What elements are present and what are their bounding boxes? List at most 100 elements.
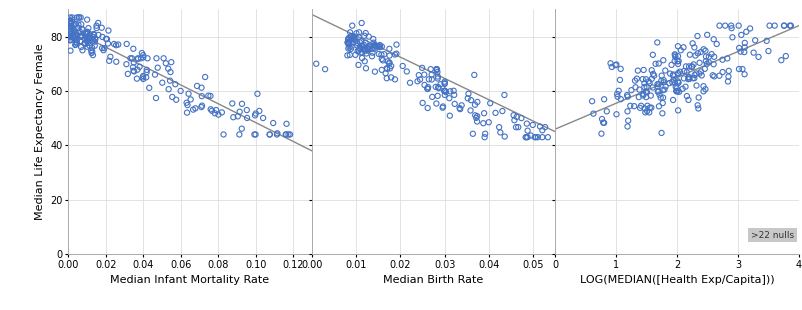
Point [710,42,723,46]
Point [148,72,161,77]
Point [390,51,403,56]
Point [71,15,83,20]
Point [431,74,444,79]
Point [751,55,764,60]
Point [342,42,354,47]
Point [642,110,654,115]
Y-axis label: Median Life Expectancy Female: Median Life Expectancy Female [34,43,45,220]
Point [747,50,759,55]
Point [657,78,670,83]
Point [132,56,144,61]
Point [64,32,77,37]
Point [712,73,725,78]
Point [698,87,711,92]
Point [447,88,460,93]
Point [365,54,378,59]
Point [63,35,76,40]
Point [353,40,366,45]
Point [438,88,451,93]
Point [64,48,77,53]
Point [425,77,438,82]
Point [655,111,668,116]
Point [69,22,82,27]
Point [136,55,149,60]
Point [209,111,221,116]
Point [352,48,365,53]
Point [368,46,381,51]
Point [784,23,796,28]
Point [187,107,200,112]
Point [249,132,261,137]
Point [101,41,114,46]
Point [371,44,383,49]
Point [538,125,551,130]
Point [468,113,481,118]
Point [461,96,474,101]
Point [379,71,391,76]
Point [610,94,623,99]
Point [642,105,655,110]
Point [362,34,375,39]
Point [478,131,491,136]
Point [86,45,99,50]
Point [346,34,359,39]
Point [184,97,196,102]
Point [212,112,225,117]
Point [610,62,622,67]
Point [477,111,490,116]
Point [341,40,354,45]
Point [493,130,506,135]
Point [169,97,182,102]
Point [377,52,390,57]
Point [88,36,101,41]
Point [429,67,442,72]
Point [110,43,123,48]
Point [346,23,358,28]
Point [645,68,658,73]
Point [124,56,136,61]
Point [354,43,367,48]
Point [689,71,702,76]
Point [90,23,103,28]
Point [343,30,356,35]
Point [349,52,362,57]
Point [65,33,78,38]
Point [87,38,99,43]
Point [72,15,85,20]
Point [128,60,140,65]
Point [681,77,694,82]
Point [63,34,76,39]
Point [64,38,77,42]
Point [362,46,375,51]
Point [656,88,669,93]
Point [614,66,626,71]
Point [65,32,78,37]
Point [180,100,192,105]
Point [128,69,140,74]
Point [470,114,483,119]
Point [418,82,431,87]
Point [99,36,112,41]
Point [466,131,479,136]
Point [107,42,120,46]
Point [725,35,738,40]
Point [702,54,715,59]
Point [645,76,658,81]
Point [431,86,444,91]
Point [648,61,661,66]
Point [369,43,382,48]
Point [461,91,474,96]
Point [762,23,775,28]
Point [650,82,663,86]
Point [66,15,79,20]
Point [347,37,360,42]
Point [642,79,654,84]
Point [95,46,108,51]
Point [620,124,633,129]
Point [110,59,123,64]
Point [597,97,610,102]
Point [417,72,430,77]
Point [643,93,656,98]
Point [657,80,670,85]
Point [638,106,650,111]
